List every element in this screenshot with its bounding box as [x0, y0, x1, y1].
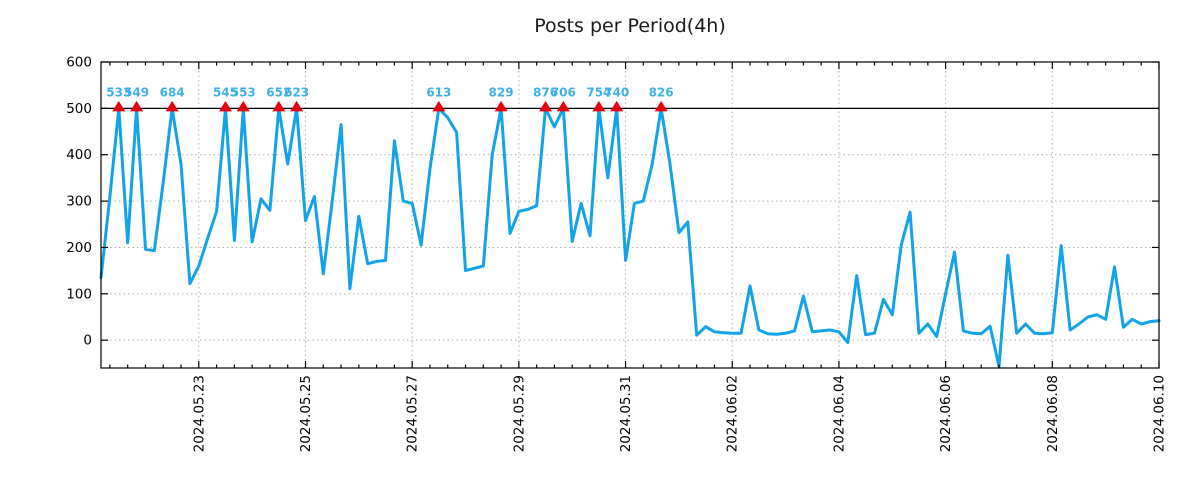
peak-marker	[592, 100, 606, 112]
x-tick-label: 2024.06.04	[831, 375, 847, 452]
y-tick-label: 400	[66, 147, 92, 163]
peak-marker	[272, 100, 286, 112]
chart-title: Posts per Period(4h)	[534, 15, 726, 37]
peak-value-label: 613	[426, 85, 451, 99]
peak-marker	[165, 100, 179, 112]
peak-value-label: 876	[533, 85, 558, 99]
peak-marker	[218, 100, 232, 112]
peak-marker	[654, 100, 668, 112]
peak-value-label: 754	[586, 85, 611, 99]
peak-value-label: 829	[489, 85, 514, 99]
x-tick-label: 2024.05.25	[298, 375, 314, 452]
x-tick-label: 2024.06.02	[725, 375, 741, 452]
y-tick-label: 100	[66, 286, 92, 302]
y-tick-label: 0	[83, 333, 92, 349]
peak-value-label: 652	[266, 85, 291, 99]
plot-frame	[100, 61, 1160, 369]
peak-value-label: 549	[124, 85, 149, 99]
peak-marker	[112, 100, 126, 112]
x-tick-label: 2024.05.23	[191, 375, 207, 452]
peak-value-label: 706	[551, 85, 576, 99]
x-tick-label: 2024.06.06	[938, 375, 954, 452]
y-tick-label: 300	[66, 194, 92, 210]
peak-value-label: 533	[106, 85, 131, 99]
x-tick-label: 2024.05.31	[618, 375, 634, 452]
peak-value-label: 684	[160, 85, 185, 99]
y-tick-label: 200	[66, 240, 92, 256]
axis-layer: 0 100 200 300 400 500 600 2024.05.23 2024.05.25 2…	[66, 55, 1167, 453]
peak-marker	[236, 100, 250, 112]
peak-value-label: 553	[231, 85, 256, 99]
peak-marker	[432, 100, 446, 112]
peak-value-label: 826	[649, 85, 674, 99]
peak-marker	[290, 100, 304, 112]
peak-value-label: 623	[284, 85, 309, 99]
y-tick-label: 500	[66, 101, 92, 117]
x-tick-label: 2024.05.29	[511, 375, 527, 452]
y-tick-label: 600	[66, 55, 92, 71]
peak-marker	[539, 100, 553, 112]
series-line	[99, 106, 1161, 369]
x-tick-label: 2024.06.10	[1152, 375, 1168, 452]
grid-layer	[101, 62, 1160, 368]
peak-marker	[494, 100, 508, 112]
x-tick-label: 2024.05.27	[405, 375, 421, 452]
peak-marker	[130, 100, 144, 112]
peak-marker	[556, 100, 570, 112]
peak-value-label: 545	[213, 85, 238, 99]
peak-marker	[610, 100, 624, 112]
x-tick-label: 2024.06.08	[1045, 375, 1061, 452]
peak-value-label: 740	[604, 85, 629, 99]
